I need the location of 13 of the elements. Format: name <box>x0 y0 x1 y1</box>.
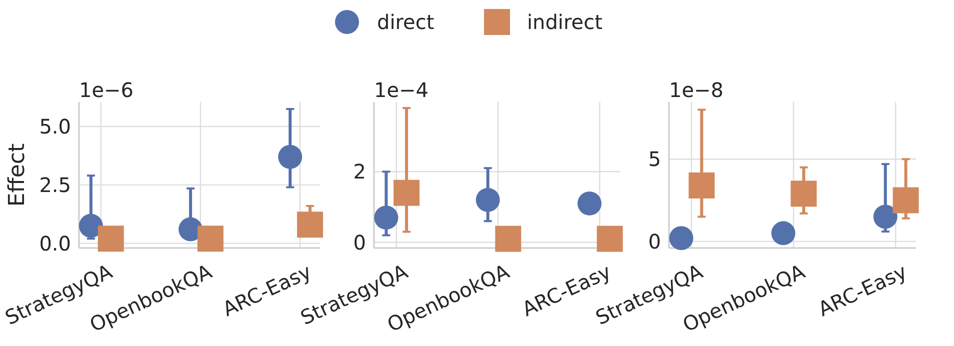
y-tick-label: 2 <box>353 160 366 184</box>
y-tick-label: 5 <box>648 147 661 172</box>
y-axis-title: Effect <box>5 142 30 207</box>
y-tick-label: 5.0 <box>39 114 71 139</box>
legend-label: indirect <box>527 10 603 34</box>
y-tick-label: 2.5 <box>39 172 71 197</box>
text: 1e−6 <box>79 78 134 102</box>
y-tick-label: 0 <box>353 230 366 254</box>
legend-label: direct <box>377 10 434 34</box>
y-tick-label: 0 <box>648 229 661 254</box>
annotation: 1e−4 <box>374 78 429 102</box>
y-tick-label: 0.0 <box>39 231 71 256</box>
annotation: 1e−8 <box>669 78 724 102</box>
